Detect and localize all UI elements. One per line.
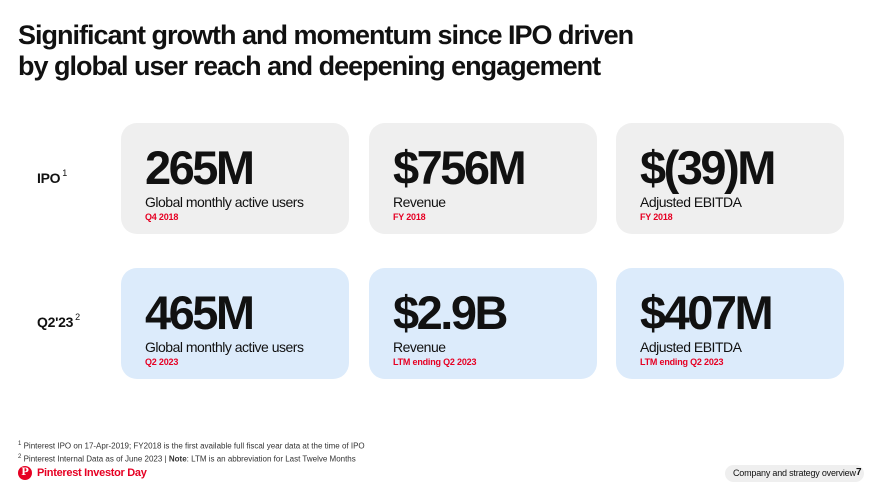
metric-period: FY 2018 (640, 212, 673, 222)
brand-name: Pinterest Investor Day (37, 467, 147, 479)
metric-description: Revenue (393, 194, 446, 210)
row-label-q2-23: Q2'23 2 (37, 312, 80, 330)
metric-card-q2-ebitda: $407M Adjusted EBITDA LTM ending Q2 2023 (616, 268, 844, 379)
title-line-2: by global user reach and deepening engag… (18, 51, 601, 81)
footnote-2: 2 Pinterest Internal Data as of June 202… (18, 452, 365, 465)
row-label-text: IPO (37, 170, 61, 186)
footnote-2-note-label: Note (168, 454, 187, 464)
metric-card-ipo-ebitda: $(39)M Adjusted EBITDA FY 2018 (616, 123, 844, 234)
metric-description: Adjusted EBITDA (640, 339, 742, 355)
footnotes: 1 Pinterest IPO on 17-Apr-2019; FY2018 i… (18, 439, 365, 464)
brand-footer: P Pinterest Investor Day (18, 466, 147, 480)
pinterest-logo-icon: P (18, 466, 32, 480)
metric-period: FY 2018 (393, 212, 426, 222)
metric-value: $756M (393, 141, 527, 194)
footnote-1-ref: 1 (18, 441, 22, 447)
metric-value: 265M (145, 141, 255, 194)
metric-description: Global monthly active users (145, 339, 304, 355)
footnote-1: 1 Pinterest IPO on 17-Apr-2019; FY2018 i… (18, 439, 365, 452)
metric-value: 465M (145, 286, 255, 339)
metric-period: LTM ending Q2 2023 (393, 357, 477, 367)
row-label-ipo: IPO 1 (37, 168, 67, 186)
metric-value: $407M (640, 286, 774, 339)
metric-value: $(39)M (640, 141, 776, 194)
page-title: Significant growth and momentum since IP… (18, 20, 778, 82)
metric-period: LTM ending Q2 2023 (640, 357, 724, 367)
metric-card-ipo-revenue: $756M Revenue FY 2018 (369, 123, 597, 234)
metric-period: Q4 2018 (145, 212, 179, 222)
footnote-2-suffix: : LTM is an abbreviation for Last Twelve… (186, 454, 356, 464)
row-label-text: Q2'23 (37, 314, 74, 330)
footnote-2-ref: 2 (18, 453, 22, 460)
footnote-1-text: Pinterest IPO on 17-Apr-2019; FY2018 is … (23, 441, 365, 451)
metric-description: Adjusted EBITDA (640, 194, 742, 210)
footnote-ref: 1 (62, 168, 67, 178)
footnote-ref: 2 (75, 312, 80, 322)
metric-card-q2-mau: 465M Global monthly active users Q2 2023 (121, 268, 349, 379)
metric-description: Global monthly active users (145, 194, 304, 210)
section-label: Company and strategy overview (725, 465, 864, 482)
metric-description: Revenue (393, 339, 446, 355)
metric-period: Q2 2023 (145, 357, 179, 367)
footnote-2-prefix: Pinterest Internal Data as of June 2023 … (23, 454, 169, 464)
metric-card-q2-revenue: $2.9B Revenue LTM ending Q2 2023 (369, 268, 597, 379)
metric-card-ipo-mau: 265M Global monthly active users Q4 2018 (121, 123, 349, 234)
metric-value: $2.9B (393, 286, 508, 339)
title-line-1: Significant growth and momentum since IP… (18, 20, 634, 50)
page-number: 7 (856, 467, 862, 478)
